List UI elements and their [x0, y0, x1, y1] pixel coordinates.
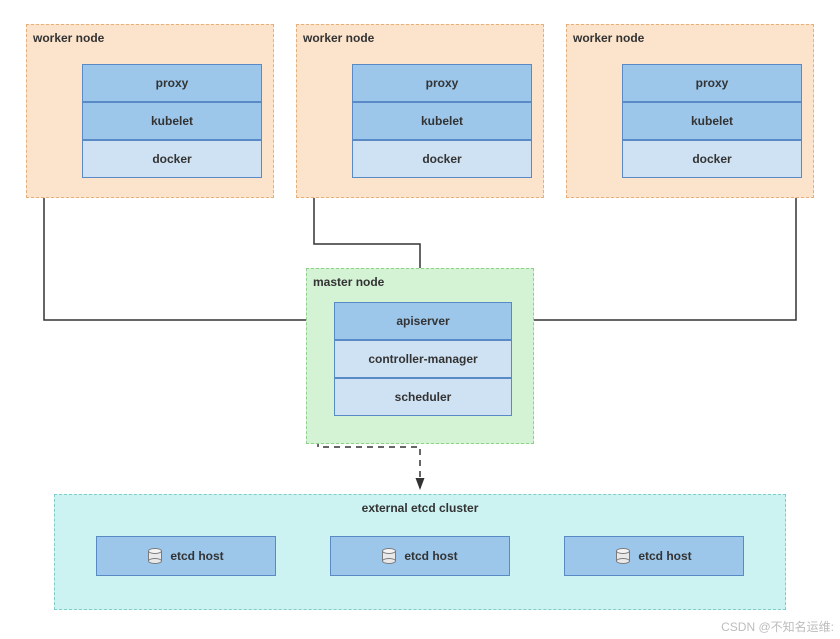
- etcd-host-cell: etcd host: [330, 536, 510, 576]
- docker-cell: docker: [352, 140, 532, 178]
- worker-node-label: worker node: [297, 29, 543, 47]
- controller-manager-cell-label: controller-manager: [368, 352, 477, 366]
- etcd-host-label: etcd host: [638, 549, 691, 563]
- proxy-cell-label: proxy: [156, 76, 189, 90]
- docker-cell-label: docker: [692, 152, 731, 166]
- proxy-cell-label: proxy: [426, 76, 459, 90]
- kubelet-cell-label: kubelet: [421, 114, 463, 128]
- master-node-label: master node: [307, 273, 533, 291]
- proxy-cell: proxy: [622, 64, 802, 102]
- etcd-host-label: etcd host: [404, 549, 457, 563]
- docker-cell-label: docker: [422, 152, 461, 166]
- controller-manager-cell: controller-manager: [334, 340, 512, 378]
- scheduler-cell-label: scheduler: [395, 390, 452, 404]
- scheduler-cell: scheduler: [334, 378, 512, 416]
- kubelet-cell: kubelet: [82, 102, 262, 140]
- watermark-text: CSDN @不知名运维:: [721, 618, 834, 635]
- etcd-host-cell: etcd host: [96, 536, 276, 576]
- proxy-cell: proxy: [82, 64, 262, 102]
- kubelet-cell: kubelet: [352, 102, 532, 140]
- etcd-host-label: etcd host: [170, 549, 223, 563]
- database-icon: [616, 548, 630, 564]
- database-icon: [148, 548, 162, 564]
- database-icon: [382, 548, 396, 564]
- docker-cell: docker: [82, 140, 262, 178]
- apiserver-cell: apiserver: [334, 302, 512, 340]
- docker-cell: docker: [622, 140, 802, 178]
- etcd-host-cell: etcd host: [564, 536, 744, 576]
- worker-node-label: worker node: [27, 29, 273, 47]
- kubelet-cell: kubelet: [622, 102, 802, 140]
- worker-node-label: worker node: [567, 29, 813, 47]
- etcd-cluster-label: external etcd cluster: [55, 499, 785, 517]
- kubelet-cell-label: kubelet: [151, 114, 193, 128]
- proxy-cell-label: proxy: [696, 76, 729, 90]
- apiserver-cell-label: apiserver: [396, 314, 449, 328]
- kubelet-cell-label: kubelet: [691, 114, 733, 128]
- proxy-cell: proxy: [352, 64, 532, 102]
- docker-cell-label: docker: [152, 152, 191, 166]
